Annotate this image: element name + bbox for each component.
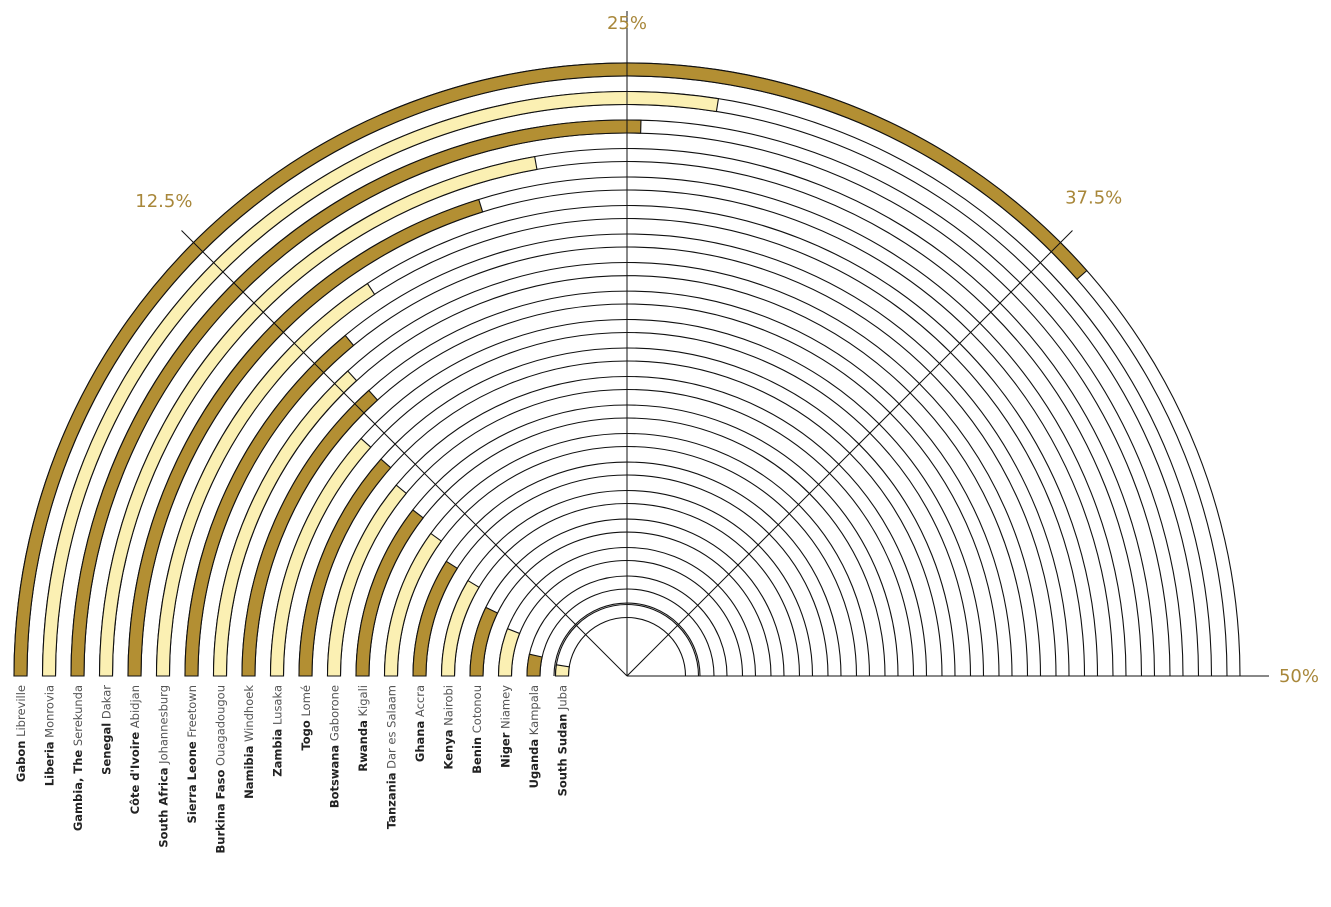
bar-togo — [298, 458, 392, 677]
capital-name: Lusaka — [271, 685, 285, 729]
country-name: Niger — [499, 732, 513, 768]
bar-kenya — [440, 579, 480, 677]
capital-name: Johannesburg — [157, 685, 171, 767]
scale-label-12-5: 12.5% — [135, 191, 192, 212]
bar-niger — [497, 627, 521, 677]
country-name: Namibia — [242, 746, 256, 799]
series-label-ghana: Ghana Accra — [413, 685, 427, 762]
bar-sierra-leone — [184, 334, 355, 677]
series-label-gambia-the: Gambia, The Serekunda — [71, 685, 85, 831]
bar-burkina-faso — [212, 370, 358, 677]
bar-rwanda — [355, 509, 424, 677]
country-name: Sierra Leone — [185, 741, 199, 823]
series-label-uganda: Uganda Kampala — [527, 685, 541, 788]
bar-liberia — [41, 90, 720, 677]
bar-botswana — [326, 484, 408, 677]
capital-name: Ouagadougou — [214, 685, 228, 770]
country-name: Rwanda — [356, 720, 370, 771]
capital-name: Kampala — [527, 685, 541, 739]
bar-ghana — [412, 560, 459, 677]
label-layer: Gabon Libreville Liberia Monrovia Gambia, … — [14, 685, 570, 854]
country-name: Uganda — [527, 739, 541, 789]
series-label-namibia: Namibia Windhoek — [242, 685, 256, 799]
capital-name: Accra — [413, 685, 427, 721]
bar-gambia-the — [70, 119, 642, 677]
capital-name: Nairobi — [442, 685, 456, 730]
series-label-liberia: Liberia Monrovia — [43, 685, 57, 786]
series-label-rwanda: Rwanda Kigali — [356, 685, 370, 772]
capital-name: Niamey — [499, 685, 513, 733]
series-label-c-te-d-ivoire: Côte d'Ivoire Abidjan — [128, 685, 142, 814]
country-name: South Africa — [157, 767, 171, 847]
country-name: Senegal — [100, 723, 114, 775]
capital-name: Dar es Salaam — [385, 685, 399, 773]
bar-c-te-d-ivoire — [127, 198, 484, 677]
capital-name: Lomé — [299, 685, 313, 720]
series-label-tanzania: Tanzania Dar es Salaam — [385, 685, 399, 829]
series-label-south-africa: South Africa Johannesburg — [157, 685, 171, 848]
capital-name: Serekunda — [71, 685, 85, 750]
country-name: Benin — [470, 737, 484, 774]
bar-tanzania — [383, 532, 443, 677]
country-name: Liberia — [43, 741, 57, 786]
series-label-benin: Benin Cotonou — [470, 685, 484, 774]
country-name: Burkina Faso — [214, 770, 228, 854]
bar-uganda — [526, 653, 543, 677]
bar-gabon — [13, 62, 1088, 677]
country-name: Botswana — [328, 745, 342, 808]
capital-name: Windhoek — [242, 685, 256, 746]
country-name: Ghana — [413, 721, 427, 762]
capital-name: Monrovia — [43, 685, 57, 741]
capital-name: Kigali — [356, 685, 370, 720]
series-label-gabon: Gabon Libreville — [14, 685, 28, 782]
series-label-zambia: Zambia Lusaka — [271, 685, 285, 777]
scale-label-25: 25% — [607, 13, 647, 34]
bar-senegal — [98, 156, 538, 677]
country-name: Tanzania — [385, 773, 399, 830]
bar-benin — [469, 606, 499, 677]
scale-line-37-5 — [626, 230, 1073, 677]
country-name: Côte d'Ivoire — [128, 732, 142, 815]
capital-name: Freetown — [185, 685, 199, 741]
capital-name: Gaborone — [328, 685, 342, 745]
capital-name: Libreville — [14, 685, 28, 741]
capital-name: Dakar — [100, 685, 114, 723]
country-name: Togo — [299, 720, 313, 750]
axis-layer: 12.5% 25% 37.5% 50% — [135, 11, 1319, 687]
series-label-sierra-leone: Sierra Leone Freetown — [185, 685, 199, 823]
country-name: Zambia — [271, 729, 285, 777]
bar-south-africa — [155, 282, 376, 677]
capital-name: Juba — [556, 685, 570, 714]
scale-label-50: 50% — [1279, 666, 1319, 687]
series-label-burkina-faso: Burkina Faso Ouagadougou — [214, 685, 228, 854]
series-label-niger: Niger Niamey — [499, 685, 513, 768]
series-label-kenya: Kenya Nairobi — [442, 685, 456, 769]
country-name: South Sudan — [556, 714, 570, 797]
series-label-south-sudan: South Sudan Juba — [556, 685, 570, 796]
country-name: Kenya — [442, 730, 456, 770]
capital-name: Cotonou — [470, 685, 484, 737]
scale-line-12-5 — [181, 230, 628, 677]
country-name: Gambia, The — [71, 750, 85, 832]
series-label-botswana: Botswana Gaborone — [328, 685, 342, 808]
bars-layer — [13, 62, 1241, 677]
scale-label-37-5: 37.5% — [1065, 187, 1122, 208]
country-name: Gabon — [14, 741, 28, 783]
bar-namibia — [241, 389, 379, 677]
capital-name: Abidjan — [128, 685, 142, 732]
series-label-senegal: Senegal Dakar — [100, 685, 114, 775]
series-label-togo: Togo Lomé — [299, 685, 313, 751]
bar-south-sudan — [554, 664, 570, 677]
bar-zambia — [269, 437, 372, 677]
